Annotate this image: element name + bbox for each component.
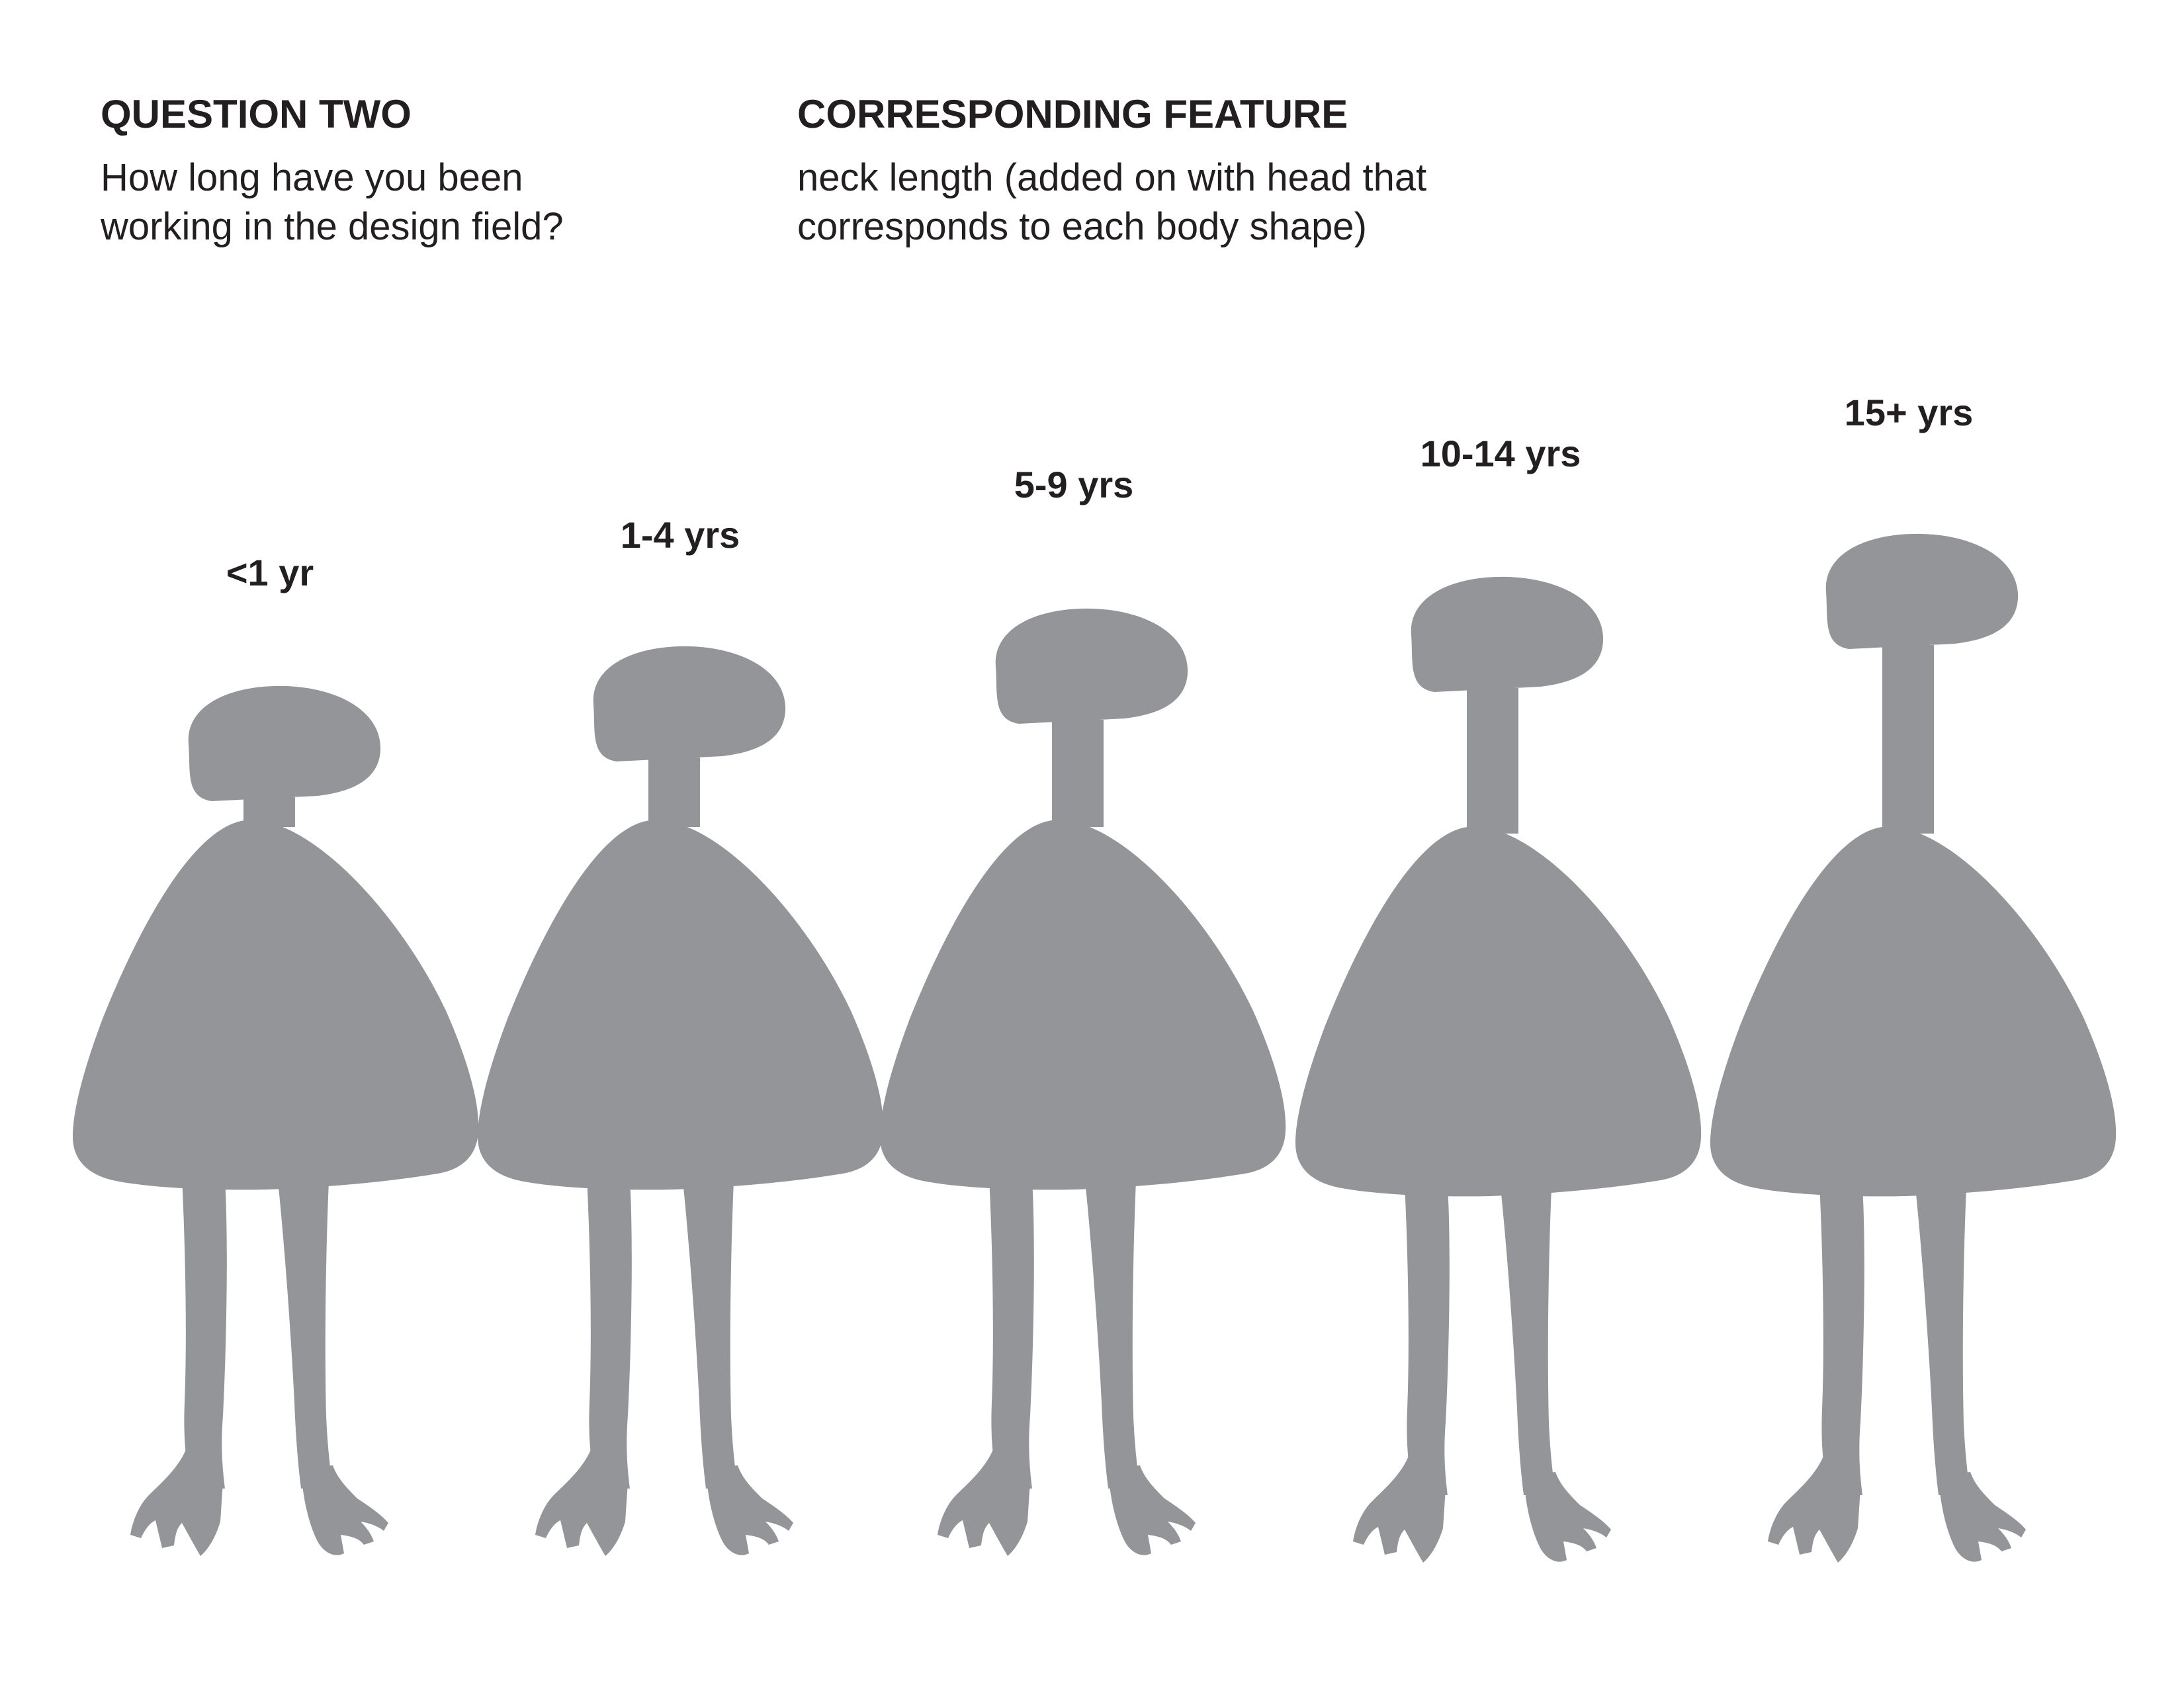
figure-label-10-14-yrs: 10-14 yrs xyxy=(1420,433,1581,474)
question-text-line-2: working in the design field? xyxy=(101,205,564,248)
figure-label-15-plus-yrs: 15+ yrs xyxy=(1845,392,1974,433)
feature-text-line-1: neck length (added on with head that xyxy=(797,156,1427,199)
figure-5-9-yrs xyxy=(880,608,1286,1556)
question-text-line-1: How long have you been xyxy=(101,156,523,199)
feature-heading: CORRESPONDING FEATURE xyxy=(797,92,1348,136)
figure-1-4-yrs xyxy=(478,646,884,1556)
question-heading: QUESTION TWO xyxy=(101,92,412,136)
feature-text-line-2: corresponds to each body shape) xyxy=(797,205,1367,248)
figure-label-5-9-yrs: 5-9 yrs xyxy=(1014,464,1134,505)
figure-label-1-4-yrs: 1-4 yrs xyxy=(621,514,740,556)
figure-label-less-than-1-yr: <1 yr xyxy=(226,552,314,593)
figure-15-plus-yrs xyxy=(1710,533,2117,1563)
figure-less-than-1-yr xyxy=(73,685,479,1556)
figure-10-14-yrs xyxy=(1295,576,1702,1563)
